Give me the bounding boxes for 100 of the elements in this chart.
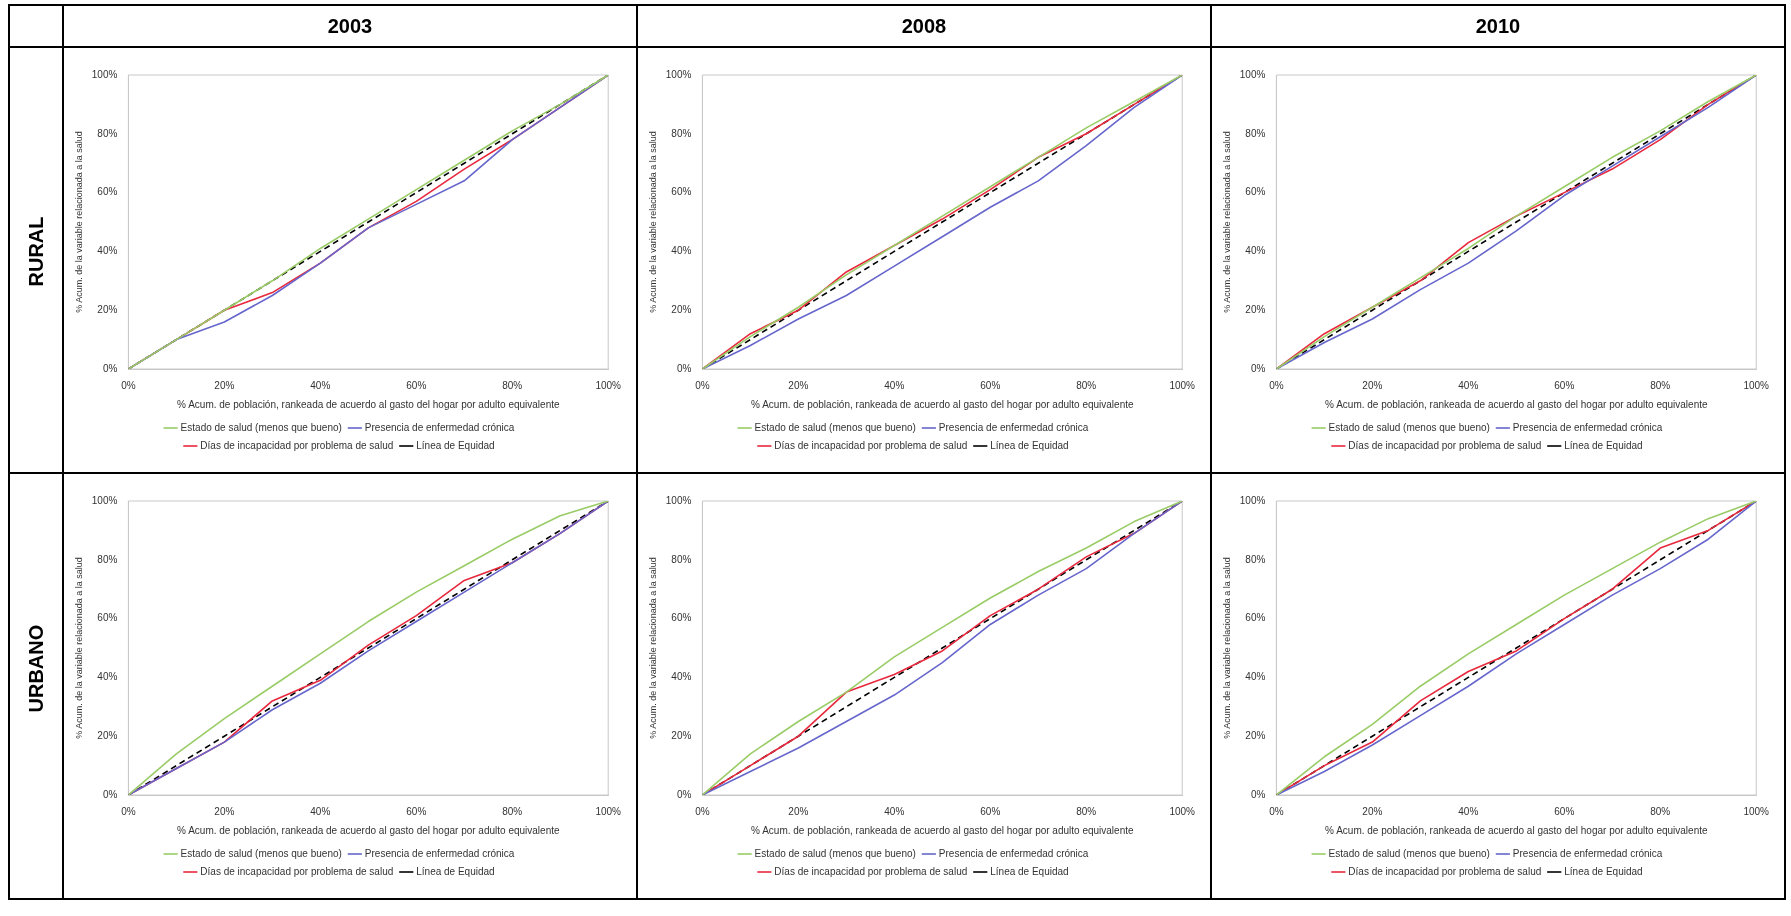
x-tick-label: 0% — [1269, 805, 1284, 817]
legend-label: Presencia de enfermedad crónica — [364, 847, 515, 859]
legend-label: Estado de salud (menos que bueno) — [180, 421, 342, 433]
x-tick-label: 0% — [121, 379, 136, 391]
x-tick-label: 100% — [595, 379, 622, 391]
y-tick-label: 40% — [97, 245, 118, 257]
y-tick-label: 0% — [676, 362, 692, 374]
y-tick-label: 100% — [665, 494, 692, 506]
y-axis-title: % Acum. de la variable relacionada a la salud — [73, 131, 84, 313]
y-tick-label: 60% — [1245, 186, 1266, 198]
y-tick-label: 20% — [1245, 303, 1266, 315]
y-tick-label: 40% — [671, 671, 692, 683]
y-tick-label: 80% — [671, 553, 692, 565]
y-tick-label: 0% — [102, 788, 118, 800]
y-axis-title: % Acum. de la variable relacionada a la salud — [647, 131, 658, 313]
text: URBANO — [24, 624, 48, 712]
y-tick-label: 60% — [671, 186, 692, 198]
x-tick-label: 80% — [1650, 805, 1671, 817]
y-tick-label: 80% — [97, 553, 118, 565]
y-tick-label: 80% — [97, 127, 118, 139]
y-tick-label: 60% — [671, 612, 692, 624]
x-tick-label: 100% — [1743, 379, 1770, 391]
x-tick-label: 20% — [788, 379, 809, 391]
x-axis-title: % Acum. de población, rankeada de acuerdo al gasto del hogar por adulto equivalente — [751, 398, 1134, 410]
x-tick-label: 20% — [214, 805, 235, 817]
legend-label: Estado de salud (menos que bueno) — [1328, 421, 1490, 433]
legend-label: Presencia de enfermedad crónica — [938, 847, 1089, 859]
legend-label: Línea de Equidad — [1564, 439, 1643, 451]
y-tick-label: 20% — [97, 729, 118, 741]
y-tick-label: 100% — [665, 68, 692, 80]
y-tick-label: 60% — [97, 612, 118, 624]
legend-label: Días de incapacidad por problema de salud — [200, 439, 394, 451]
legend-label: Presencia de enfermedad crónica — [364, 421, 515, 433]
x-tick-label: 40% — [1458, 805, 1479, 817]
y-tick-label: 80% — [1245, 553, 1266, 565]
x-tick-label: 80% — [1650, 379, 1671, 391]
chart-title: 2010 — [1211, 5, 1785, 47]
x-tick-label: 40% — [1458, 379, 1479, 391]
x-tick-label: 100% — [595, 805, 622, 817]
legend-label: Línea de Equidad — [1564, 865, 1643, 877]
x-tick-label: 0% — [695, 379, 710, 391]
x-tick-label: 100% — [1743, 805, 1770, 817]
text: RURAL — [24, 216, 48, 286]
legend-label: Línea de Equidad — [416, 865, 495, 877]
x-tick-label: 100% — [1169, 379, 1196, 391]
x-tick-label: 60% — [1554, 379, 1575, 391]
y-tick-label: 100% — [1239, 494, 1266, 506]
x-axis-title: % Acum. de población, rankeada de acuerdo al gasto del hogar por adulto equivalente — [177, 824, 560, 836]
x-axis-title: % Acum. de población, rankeada de acuerdo al gasto del hogar por adulto equivalente — [751, 824, 1134, 836]
x-tick-label: 40% — [884, 379, 905, 391]
y-tick-label: 20% — [671, 303, 692, 315]
y-tick-label: 20% — [1245, 729, 1266, 741]
x-tick-label: 20% — [214, 379, 235, 391]
legend-label: Estado de salud (menos que bueno) — [754, 847, 916, 859]
y-tick-label: 40% — [1245, 245, 1266, 257]
y-tick-label: 20% — [97, 303, 118, 315]
legend-label: Línea de Equidad — [990, 865, 1069, 877]
legend-label: Estado de salud (menos que bueno) — [754, 421, 916, 433]
x-tick-label: 80% — [1076, 805, 1097, 817]
y-tick-label: 0% — [1250, 788, 1266, 800]
y-tick-label: 100% — [1239, 68, 1266, 80]
x-tick-label: 80% — [1076, 379, 1097, 391]
x-tick-label: 60% — [406, 379, 427, 391]
y-axis-title: % Acum. de la variable relacionada a la salud — [1221, 557, 1232, 739]
x-tick-label: 60% — [406, 805, 427, 817]
x-tick-label: 20% — [1362, 379, 1383, 391]
legend-label: Días de incapacidad por problema de salud — [200, 865, 394, 877]
legend-label: Línea de Equidad — [990, 439, 1069, 451]
x-axis-title: % Acum. de población, rankeada de acuerdo al gasto del hogar por adulto equivalente — [1325, 398, 1708, 410]
y-axis-title: % Acum. de la variable relacionada a la salud — [1221, 131, 1232, 313]
y-tick-label: 40% — [671, 245, 692, 257]
y-tick-label: 100% — [91, 68, 118, 80]
legend-label: Línea de Equidad — [416, 439, 495, 451]
x-tick-label: 40% — [884, 805, 905, 817]
legend-label: Días de incapacidad por problema de salud — [1348, 439, 1542, 451]
y-tick-label: 80% — [671, 127, 692, 139]
y-tick-label: 0% — [676, 788, 692, 800]
y-tick-label: 60% — [1245, 612, 1266, 624]
legend-label: Días de incapacidad por problema de salud — [774, 865, 968, 877]
chart-title: 2008 — [637, 5, 1211, 47]
legend-label: Presencia de enfermedad crónica — [1512, 847, 1663, 859]
x-tick-label: 40% — [310, 805, 331, 817]
x-axis-title: % Acum. de población, rankeada de acuerdo al gasto del hogar por adulto equivalente — [177, 398, 560, 410]
y-tick-label: 40% — [97, 671, 118, 683]
x-axis-title: % Acum. de población, rankeada de acuerdo al gasto del hogar por adulto equivalente — [1325, 824, 1708, 836]
chart-title: 2003 — [63, 5, 637, 47]
y-tick-label: 40% — [1245, 671, 1266, 683]
x-tick-label: 60% — [1554, 805, 1575, 817]
x-tick-label: 40% — [310, 379, 331, 391]
x-tick-label: 0% — [1269, 379, 1284, 391]
y-axis-title: % Acum. de la variable relacionada a la salud — [73, 557, 84, 739]
y-tick-label: 60% — [97, 186, 118, 198]
legend-label: Días de incapacidad por problema de salud — [774, 439, 968, 451]
legend-label: Estado de salud (menos que bueno) — [1328, 847, 1490, 859]
y-tick-label: 100% — [91, 494, 118, 506]
y-tick-label: 80% — [1245, 127, 1266, 139]
x-tick-label: 60% — [980, 805, 1001, 817]
x-tick-label: 20% — [1362, 805, 1383, 817]
y-tick-label: 0% — [102, 362, 118, 374]
legend-label: Estado de salud (menos que bueno) — [180, 847, 342, 859]
